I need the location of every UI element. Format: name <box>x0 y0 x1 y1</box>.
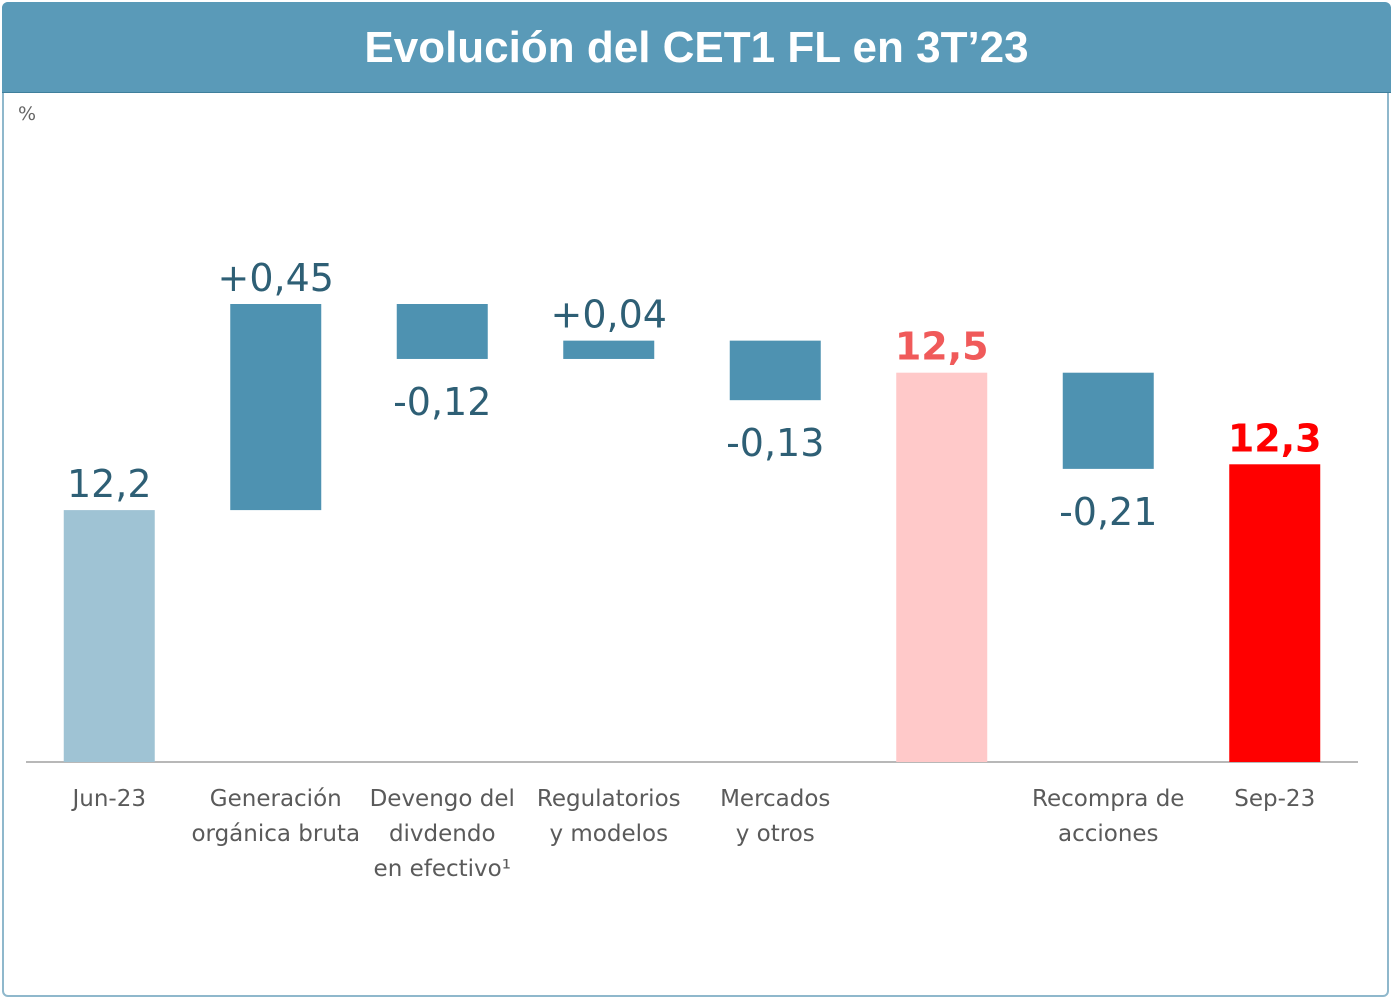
unit-label: % <box>18 103 37 125</box>
bar <box>563 340 655 359</box>
value-label: 12,5 <box>895 325 989 369</box>
x-tick-label: Sep-23 <box>1234 786 1316 812</box>
value-label: +0,45 <box>218 256 334 300</box>
value-label: +0,04 <box>551 293 667 337</box>
chart-title: Evolución del CET1 FL en 3T’23 <box>364 23 1029 72</box>
x-tick-label: Jun-23 <box>72 786 146 812</box>
header: Evolución del CET1 FL en 3T’23 <box>2 2 1391 93</box>
bar <box>896 372 988 762</box>
bar <box>63 510 155 762</box>
x-tick-label: Generación orgánica bruta <box>191 786 361 847</box>
x-tick-label: Mercados y otros <box>720 786 831 847</box>
bar <box>729 340 821 401</box>
bar <box>230 304 322 511</box>
value-label: -0,12 <box>393 380 491 424</box>
bar <box>1229 464 1321 762</box>
x-tick-label: Recompra de acciones <box>1032 786 1185 847</box>
value-label: 12,2 <box>67 462 152 506</box>
x-tick-label: Regulatorios y modelos <box>536 786 681 847</box>
value-label: 12,3 <box>1228 416 1322 460</box>
value-label: -0,21 <box>1059 490 1157 534</box>
bar <box>396 304 488 359</box>
value-label: -0,13 <box>726 421 824 465</box>
x-tick-label: Devengo del divdendo en efectivo¹ <box>369 786 515 882</box>
bar <box>1062 372 1154 469</box>
